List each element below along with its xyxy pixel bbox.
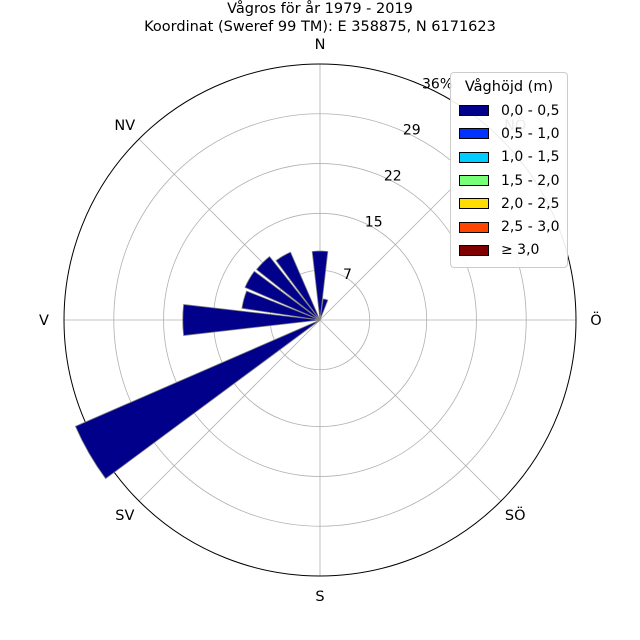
legend-label: 2,5 - 3,0 — [501, 219, 560, 236]
chart-title-line-2: Koordinat (Sweref 99 TM): E 358875, N 61… — [144, 19, 496, 35]
direction-label: N — [315, 37, 326, 53]
legend-swatch — [459, 198, 489, 210]
wave-bar — [275, 251, 321, 321]
wave-bar — [319, 298, 329, 321]
legend-label: 1,0 - 1,5 — [501, 149, 560, 166]
direction-label: S — [315, 589, 324, 605]
direction-label: SV — [115, 508, 134, 524]
legend-item: 0,5 - 1,0 — [459, 122, 559, 145]
direction-label: Ö — [590, 311, 601, 329]
wave-bar — [255, 255, 321, 321]
legend-swatch — [459, 128, 489, 140]
legend-entries: 0,0 - 0,5 0,5 - 1,0 1,0 - 1,5 1,5 - 2,0 2,0 … — [459, 99, 559, 262]
grid-spoke — [319, 319, 502, 502]
legend-swatch — [459, 244, 489, 256]
direction-label: V — [39, 313, 49, 329]
legend: Våghöjd (m) 0,0 - 0,5 0,5 - 1,0 1,0 - 1,5 1… — [450, 72, 568, 268]
legend-item: ≥ 3,0 — [459, 239, 559, 262]
legend-swatch — [459, 175, 489, 187]
radial-tick-label: 22 — [384, 169, 402, 185]
chart-title: Vågros för år 1979 - 2019 Koordinat (Swe… — [0, 0, 640, 36]
grid-ring — [163, 163, 477, 477]
wave-rose-bars — [74, 250, 329, 480]
direction-label: SÖ — [505, 506, 526, 524]
legend-swatch — [459, 151, 489, 163]
legend-label: 0,5 - 1,0 — [501, 125, 560, 142]
grid-spoke — [138, 319, 321, 502]
direction-label: NV — [114, 118, 135, 134]
outer-ring — [63, 63, 577, 577]
legend-item: 2,5 - 3,0 — [459, 215, 559, 238]
legend-swatch — [459, 221, 489, 233]
wave-bar — [244, 270, 321, 321]
grid-ring — [113, 113, 527, 527]
legend-swatch — [459, 105, 489, 117]
wave-bar — [182, 304, 321, 336]
legend-item: 1,5 - 2,0 — [459, 169, 559, 192]
radial-tick-label: 29 — [403, 123, 421, 139]
legend-item: 1,0 - 1,5 — [459, 146, 559, 169]
chart-title-line-1: Vågros för år 1979 - 2019 — [227, 1, 413, 17]
wave-bar — [74, 319, 321, 480]
legend-label: 0,0 - 0,5 — [501, 102, 560, 119]
wave-bar — [311, 250, 329, 321]
legend-label: 1,5 - 2,0 — [501, 172, 560, 189]
legend-title: Våghöjd (m) — [464, 79, 554, 95]
radial-tick-label: 36% — [422, 77, 453, 93]
radial-tick-label: 7 — [343, 267, 352, 283]
legend-item: 0,0 - 0,5 — [459, 99, 559, 122]
radial-tick-label: 15 — [365, 215, 383, 231]
legend-label: ≥ 3,0 — [501, 242, 540, 259]
legend-item: 2,0 - 2,5 — [459, 192, 559, 215]
wave-bar — [241, 290, 321, 321]
legend-label: 2,0 - 2,5 — [501, 195, 560, 212]
